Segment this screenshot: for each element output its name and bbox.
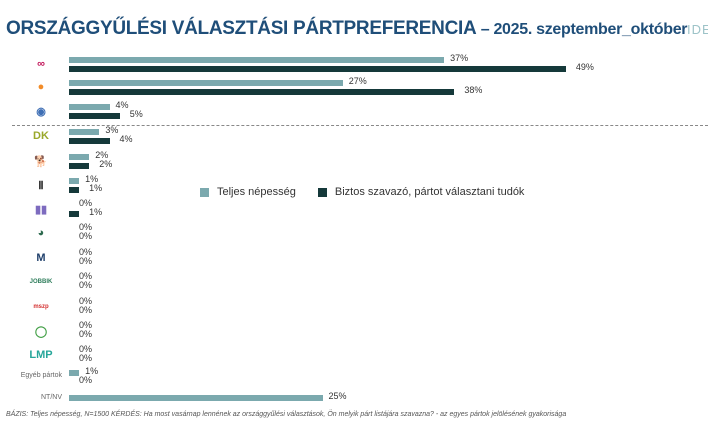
data-label: 0% bbox=[79, 271, 93, 281]
brand-logo: IDE bbox=[687, 22, 708, 37]
bars-party-logo-icon: ▮▮ bbox=[34, 203, 48, 216]
bar-biztos bbox=[69, 211, 80, 217]
legend-label: Biztos szavazó, pártot választani tudók bbox=[334, 186, 525, 198]
data-label: 0% bbox=[79, 305, 93, 315]
data-label: 27% bbox=[348, 76, 367, 86]
lmp-green-logo-icon: LMP bbox=[29, 349, 53, 361]
bar-teljes bbox=[69, 395, 323, 401]
data-label: 5% bbox=[129, 109, 143, 119]
bar-teljes bbox=[69, 104, 110, 110]
jobbik-logo-icon: JOBBIK bbox=[29, 279, 53, 285]
data-label: 0% bbox=[79, 344, 93, 354]
bar-teljes bbox=[69, 154, 90, 160]
bar-teljes bbox=[69, 80, 343, 86]
bar-biztos bbox=[69, 187, 80, 193]
data-label: 1% bbox=[89, 183, 103, 193]
title-main: ORSZÁGGYŰLÉSI VÁLASZTÁSI PÁRTPREFERENCIA bbox=[6, 18, 476, 39]
data-label: 1% bbox=[85, 174, 99, 184]
mszp-logo-icon: mszp bbox=[33, 304, 49, 310]
bar-biztos bbox=[69, 138, 110, 144]
mi-hazank-logo-icon: ◉ bbox=[36, 105, 46, 118]
legend-swatch bbox=[200, 187, 209, 197]
data-label: 0% bbox=[79, 247, 93, 257]
bar-biztos bbox=[69, 163, 90, 169]
data-label: 37% bbox=[450, 53, 469, 63]
round-party-logo-icon: ◕ bbox=[37, 227, 45, 239]
footnote: BÁZIS: Teljes népesség, N=1500 KÉRDÉS: H… bbox=[6, 411, 567, 418]
legend-label: Teljes népesség bbox=[217, 186, 296, 198]
data-label: 4% bbox=[119, 134, 133, 144]
legend-swatch bbox=[317, 187, 327, 197]
data-label: 0% bbox=[79, 231, 93, 241]
data-label: 0% bbox=[79, 329, 93, 339]
bar-biztos bbox=[69, 66, 566, 72]
data-label: 49% bbox=[575, 62, 594, 72]
mkkp-dog-logo-icon: 🐕 bbox=[34, 155, 48, 168]
bridge-party-logo-icon: Ⅱ bbox=[38, 179, 44, 192]
legend-item: Biztos szavazó, pártot választani tudók bbox=[317, 186, 525, 198]
data-label: 3% bbox=[105, 125, 119, 135]
row-label: NT/NV bbox=[41, 394, 62, 401]
data-label: 1% bbox=[89, 207, 103, 217]
legend: Teljes népesség Biztos szavazó, pártot v… bbox=[200, 186, 524, 198]
lmp-logo-icon: ◯ bbox=[34, 325, 48, 338]
fidesz-kdnp-logo-icon: ● bbox=[37, 81, 45, 93]
data-label: 0% bbox=[79, 280, 93, 290]
data-label: 0% bbox=[79, 222, 93, 232]
bar-biztos bbox=[69, 89, 455, 95]
bar-teljes bbox=[69, 178, 80, 184]
bar-biztos bbox=[69, 113, 120, 119]
data-label: 2% bbox=[99, 159, 113, 169]
data-label: 0% bbox=[79, 198, 93, 208]
data-label: 0% bbox=[79, 375, 93, 385]
data-label: 0% bbox=[79, 296, 93, 306]
bar-teljes bbox=[69, 57, 445, 63]
tisza-logo-icon: ∞ bbox=[37, 58, 45, 70]
data-label: 25% bbox=[328, 391, 347, 401]
legend-item: Teljes népesség bbox=[200, 186, 296, 198]
bar-teljes bbox=[69, 129, 100, 135]
data-label: 0% bbox=[79, 256, 93, 266]
data-label: 4% bbox=[115, 100, 129, 110]
data-label: 2% bbox=[95, 150, 109, 160]
data-label: 1% bbox=[85, 366, 99, 376]
row-label: Egyéb pártok bbox=[20, 372, 62, 379]
dk-logo-icon: DK bbox=[33, 130, 49, 142]
data-label: 0% bbox=[79, 320, 93, 330]
title-subtitle: – 2025. szeptember_október bbox=[480, 21, 688, 38]
m-party-logo-icon: M bbox=[36, 252, 46, 264]
data-label: 38% bbox=[464, 85, 483, 95]
data-label: 0% bbox=[79, 353, 93, 363]
bar-teljes bbox=[69, 370, 80, 376]
separator-line bbox=[12, 125, 708, 126]
page-title: ORSZÁGGYŰLÉSI VÁLASZTÁSI PÁRTPREFERENCIA… bbox=[6, 18, 688, 40]
